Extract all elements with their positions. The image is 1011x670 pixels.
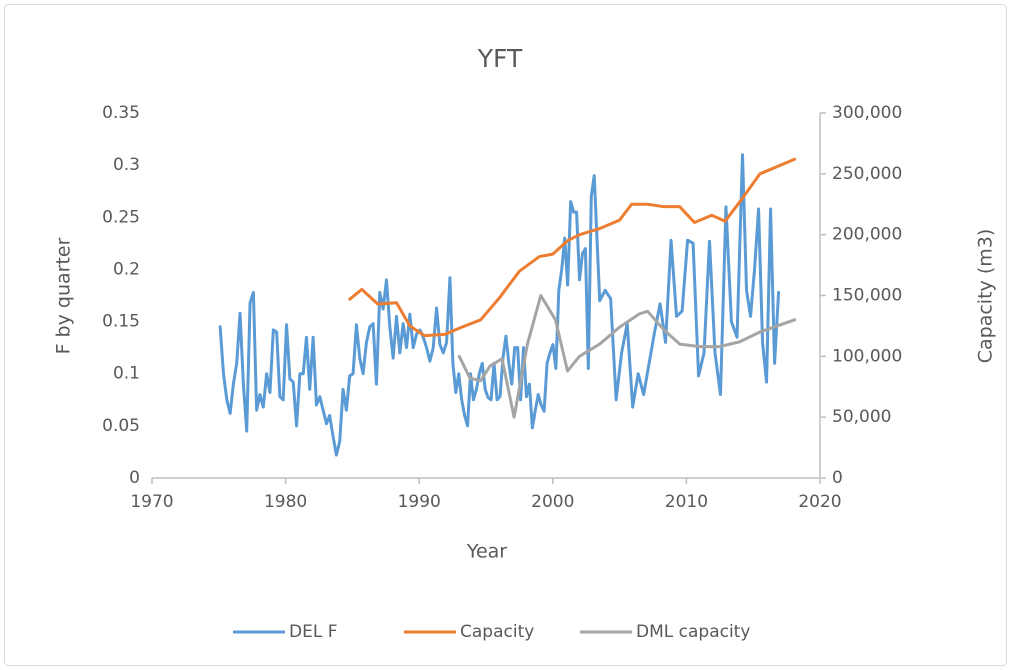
y-tick-label: 0.05 bbox=[102, 416, 140, 436]
y2-axis-title: Capacity (m3) bbox=[975, 229, 997, 364]
data-line bbox=[348, 157, 797, 338]
y2-tick-label: 150,000 bbox=[832, 286, 902, 306]
y-tick-label: 0.25 bbox=[102, 207, 140, 227]
chart-title: YFT bbox=[477, 44, 523, 73]
y2-tick-label: 100,000 bbox=[832, 346, 902, 366]
x-tick-label: 1980 bbox=[264, 492, 307, 512]
y-tick-label: 0 bbox=[129, 468, 140, 488]
y2-tick-label: 50,000 bbox=[832, 407, 891, 427]
y-tick-label: 0.35 bbox=[102, 103, 140, 123]
y2-tick-label: 250,000 bbox=[832, 164, 902, 184]
y-tick-label: 0.15 bbox=[102, 312, 140, 332]
y2-tick-label: 200,000 bbox=[832, 225, 902, 245]
data-line bbox=[218, 153, 781, 457]
y-tick-label: 0.1 bbox=[113, 364, 140, 384]
y2-tick-label: 0 bbox=[832, 468, 843, 488]
y2-tick-label: 300,000 bbox=[832, 103, 902, 123]
x-tick-label: 1970 bbox=[130, 492, 173, 512]
x-tick-label: 2020 bbox=[798, 492, 841, 512]
legend-label: Capacity bbox=[460, 622, 534, 642]
x-tick-label: 2000 bbox=[531, 492, 574, 512]
data-line bbox=[457, 294, 797, 419]
x-tick-label: 2010 bbox=[665, 492, 708, 512]
legend-label: DML capacity bbox=[636, 622, 750, 642]
x-axis-title: Year bbox=[466, 541, 507, 563]
y-tick-label: 0.2 bbox=[113, 259, 140, 279]
y-tick-label: 0.3 bbox=[113, 155, 140, 175]
x-tick-label: 1990 bbox=[398, 492, 441, 512]
y-axis-title: F by quarter bbox=[53, 237, 75, 354]
legend-label: DEL F bbox=[289, 622, 338, 642]
